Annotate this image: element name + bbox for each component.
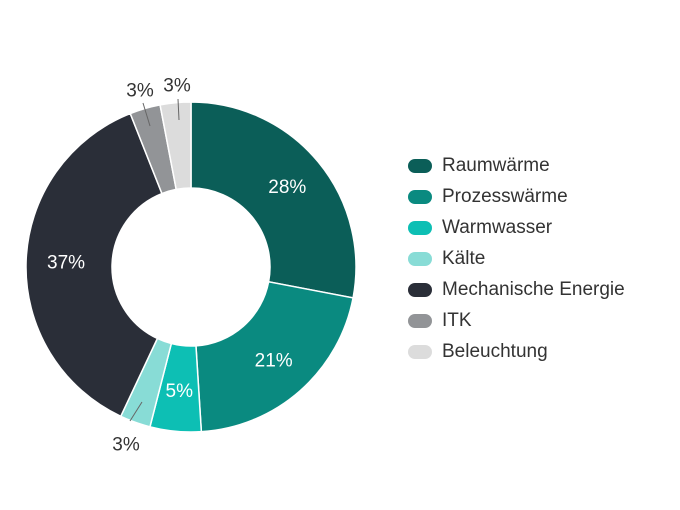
slice-beleuchtung [159,101,192,191]
legend-label: Raumwärme [442,154,550,176]
legend-swatch [408,313,432,328]
legend-item-raumwaerme: Raumwärme [408,150,625,181]
legend-label: Prozesswärme [442,185,568,207]
legend-item-itk: ITK [408,305,625,336]
legend-item-warmwasser: Warmwasser [408,212,625,243]
slice-mechanische-energie [25,112,163,418]
legend-label: ITK [442,309,472,331]
legend-swatch [408,189,432,204]
data-label-itk: 3% [126,81,154,102]
legend-swatch [408,282,432,297]
data-label-beleuchtung: 3% [163,76,191,97]
leader-line-beleuchtung [177,98,180,121]
data-label-raumwaerme: 28% [268,177,306,198]
data-label-mechanische-energie: 37% [47,253,85,274]
leader-line-kaelte [129,401,143,422]
legend-swatch [408,251,432,266]
legend-item-prozesswaerme: Prozesswärme [408,181,625,212]
slice-raumwaerme [190,101,357,299]
legend-label: Beleuchtung [442,340,548,362]
legend-label: Warmwasser [442,216,553,238]
slice-prozesswaerme [195,280,354,433]
legend-item-mechanische-energie: Mechanische Energie [408,274,625,305]
legend-label: Kälte [442,247,486,269]
legend-swatch [408,344,432,359]
legend-item-kaelte: Kälte [408,243,625,274]
data-label-warmwasser: 5% [166,381,194,402]
data-label-prozesswaerme: 21% [255,350,293,371]
legend-item-beleuchtung: Beleuchtung [408,336,625,367]
legend-swatch [408,158,432,173]
legend-label: Mechanische Energie [442,278,625,300]
legend-swatch [408,220,432,235]
legend: Raumwärme Prozesswärme Warmwasser Kälte … [408,150,625,367]
data-label-kaelte: 3% [112,435,140,456]
leader-line-itk [142,102,151,127]
